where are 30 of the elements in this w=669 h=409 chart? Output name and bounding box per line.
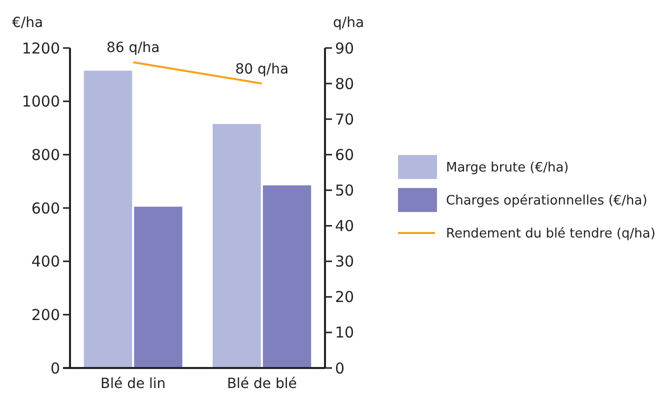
y-tick-label: 200 bbox=[31, 306, 60, 324]
legend-label: Charges opérationnelles (€/ha) bbox=[446, 194, 648, 209]
y2-tick-label: 90 bbox=[335, 39, 354, 58]
bar bbox=[262, 185, 312, 368]
legend-label: Rendement du blé tendre (q/ha) bbox=[446, 226, 656, 242]
data-label: 80 q/ha bbox=[235, 62, 289, 78]
y2-tick-label: 0 bbox=[335, 359, 345, 378]
y2-tick-label: 50 bbox=[335, 181, 354, 200]
y-tick-label: 0 bbox=[50, 359, 60, 378]
y-axis-title: €/ha bbox=[12, 15, 44, 31]
bar bbox=[84, 70, 132, 368]
bar bbox=[134, 206, 182, 368]
x-tick-label: Blé de blé bbox=[226, 376, 297, 392]
y2-tick-label: 10 bbox=[335, 324, 354, 342]
y2-tick-label: 60 bbox=[335, 146, 354, 164]
legend-label: Marge brute (€/ha) bbox=[446, 160, 569, 176]
y2-tick-label: 20 bbox=[335, 288, 354, 306]
y2-tick-label: 30 bbox=[335, 252, 354, 271]
y-tick-label: 1200 bbox=[22, 39, 60, 58]
y2-axis-title: q/ha bbox=[333, 15, 364, 31]
data-label: 86 q/ha bbox=[106, 40, 160, 56]
bar bbox=[212, 124, 261, 368]
y-tick-label: 1000 bbox=[22, 92, 60, 111]
y2-tick-label: 70 bbox=[335, 110, 354, 128]
y-tick-label: 600 bbox=[31, 199, 60, 218]
y2-tick-label: 40 bbox=[335, 217, 354, 236]
y-tick-label: 800 bbox=[31, 146, 60, 164]
y-tick-label: 400 bbox=[31, 252, 60, 271]
x-tick-label: Blé de lin bbox=[100, 376, 166, 392]
y2-tick-label: 80 bbox=[335, 74, 354, 93]
